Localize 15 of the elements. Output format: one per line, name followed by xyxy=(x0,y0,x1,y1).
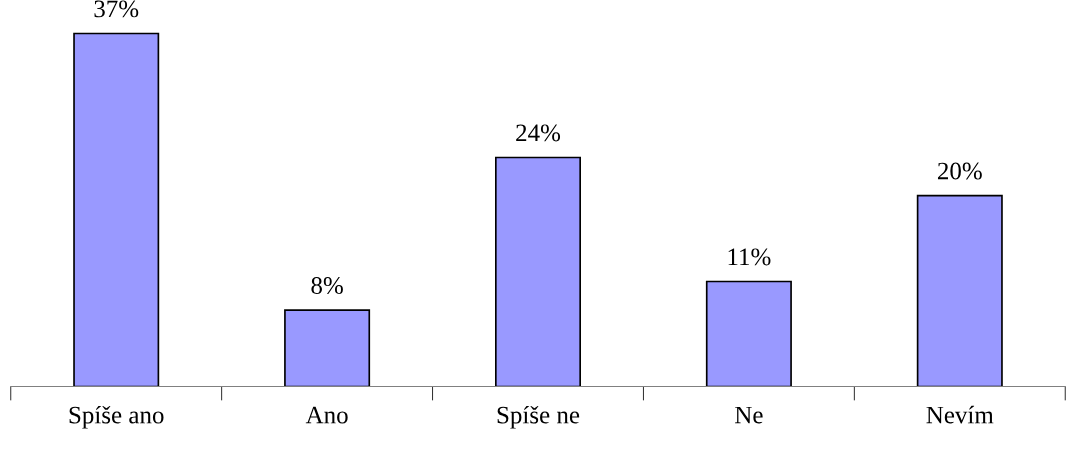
bar xyxy=(284,309,371,387)
x-tick-label: Nevím xyxy=(926,405,994,424)
x-tick-label: Ne xyxy=(735,406,763,424)
bar xyxy=(705,280,792,387)
data-label: 20% xyxy=(937,162,982,180)
bar xyxy=(494,156,582,387)
bar xyxy=(73,32,160,387)
data-label: 8% xyxy=(311,277,343,295)
data-label: 37% xyxy=(94,0,139,18)
data-label: 11% xyxy=(728,248,771,266)
x-tick-label: Spíše ne xyxy=(497,405,580,429)
x-tick-label: Ano xyxy=(305,406,348,424)
x-tick-label: Spíše ano xyxy=(69,405,164,429)
bar xyxy=(916,194,1003,387)
data-label: 24% xyxy=(516,124,561,142)
